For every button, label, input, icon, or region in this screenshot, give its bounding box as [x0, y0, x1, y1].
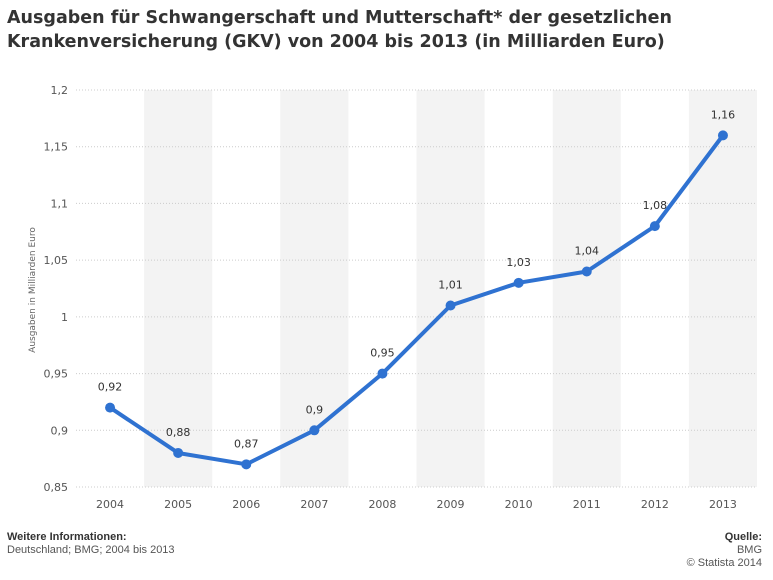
x-tick-label: 2012 [641, 498, 669, 511]
info-heading: Weitere Informationen: [7, 531, 127, 543]
data-label: 0,88 [166, 426, 191, 439]
data-point [377, 368, 388, 379]
data-label: 0,95 [370, 347, 395, 360]
y-axis-label: Ausgaben in Milliarden Euro [28, 227, 38, 353]
chart-title: Ausgaben für Schwangerschaft und Mutters… [7, 8, 672, 52]
series-line [108, 133, 725, 467]
data-labels: 0,92 0,88 0,87 0,9 0,95 1,01 1,03 1,04 1,08 1,16 [98, 108, 735, 450]
gridlines [76, 89, 757, 488]
column-band [280, 90, 349, 487]
y-tick-label: 1,05 [44, 254, 69, 267]
column-band [416, 90, 485, 487]
data-points [105, 130, 728, 470]
y-tick-label: 0,9 [51, 424, 69, 437]
x-tick-label: 2007 [300, 498, 328, 511]
x-tick-label: 2010 [505, 498, 533, 511]
source-heading: Quelle: [724, 531, 762, 543]
data-label: 1,04 [575, 244, 600, 257]
data-label: 0,87 [234, 437, 259, 450]
data-point [581, 266, 592, 277]
copyright: © Statista 2014 [686, 557, 762, 569]
data-point [649, 221, 660, 232]
y-axis-ticks: 0,85 0,9 0,95 1 1,05 1,1 1,15 1,2 [44, 84, 69, 494]
data-label: 1,08 [643, 199, 668, 212]
data-point [513, 277, 524, 288]
column-band [688, 90, 757, 487]
x-tick-label: 2009 [437, 498, 465, 511]
data-label: 1,03 [506, 256, 531, 269]
data-point [173, 447, 184, 458]
data-point [105, 402, 116, 413]
data-label: 0,9 [306, 403, 324, 416]
footer-source: Quelle: BMG © Statista 2014 [687, 531, 762, 570]
data-point [445, 300, 456, 311]
y-tick-label: 1 [61, 311, 68, 324]
x-tick-label: 2006 [232, 498, 260, 511]
x-tick-label: 2013 [709, 498, 737, 511]
source-text: BMG [736, 544, 762, 556]
y-tick-label: 0,85 [44, 481, 69, 494]
column-band [552, 90, 621, 487]
x-tick-label: 2004 [96, 498, 124, 511]
data-point [717, 130, 728, 141]
data-point [241, 459, 252, 470]
y-tick-label: 1,15 [44, 141, 69, 154]
x-tick-label: 2005 [164, 498, 192, 511]
data-label: 0,92 [98, 381, 123, 394]
column-bands [144, 90, 757, 487]
data-label: 1,16 [711, 108, 736, 121]
x-tick-label: 2008 [368, 498, 396, 511]
column-band [144, 90, 213, 487]
y-tick-label: 1,2 [51, 84, 69, 97]
y-tick-label: 1,1 [51, 197, 69, 210]
data-point [309, 425, 320, 436]
info-text: Deutschland; BMG; 2004 bis 2013 [7, 544, 175, 556]
x-tick-label: 2011 [573, 498, 601, 511]
y-tick-label: 0,95 [44, 368, 69, 381]
data-label: 1,01 [438, 279, 463, 292]
x-axis-ticks: 2004 2005 2006 2007 2008 2009 2010 2011 2012 2013 [96, 498, 737, 511]
footer-info: Weitere Informationen: Deutschland; BMG;… [7, 531, 175, 557]
